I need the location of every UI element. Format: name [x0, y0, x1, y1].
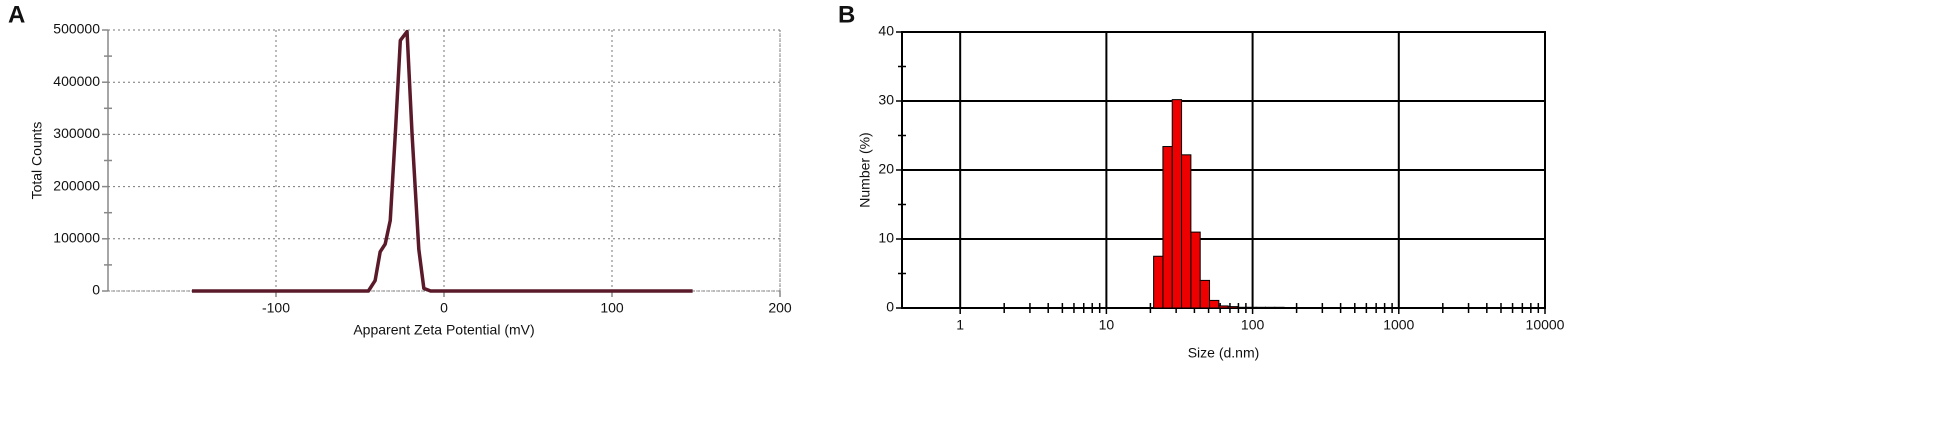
y-tick-label: 30	[878, 92, 894, 108]
histogram-bar	[1190, 231, 1201, 309]
y-tick-label: 10	[878, 230, 894, 246]
y-tick-label: 300000	[53, 125, 100, 141]
histogram-bar	[1236, 306, 1248, 309]
x-tick-label: 0	[440, 300, 448, 316]
data-line	[192, 29, 693, 293]
histogram-bar	[1153, 255, 1164, 309]
x-tick-label: 1000	[1383, 317, 1414, 333]
y-tick-label: 20	[878, 161, 894, 177]
y-tick-label: 40	[878, 23, 894, 39]
y-tick-label: 400000	[53, 73, 100, 89]
y-tick-label: 100000	[53, 230, 100, 246]
panel-label: A	[8, 1, 25, 28]
x-axis-title: Size (d.nm)	[1188, 345, 1260, 361]
x-tick-label: 10000	[1526, 317, 1565, 333]
histogram-bar	[1209, 299, 1220, 309]
x-tick-label: 100	[600, 300, 624, 316]
histogram-bar	[1246, 306, 1257, 309]
y-axis-title: Total Counts	[29, 122, 45, 200]
histogram-bar	[1274, 306, 1285, 309]
y-axis-title: Number (%)	[857, 132, 873, 207]
y-tick-label: 200000	[53, 177, 100, 193]
histogram-bar	[1264, 306, 1276, 309]
y-tick-label: 500000	[53, 21, 100, 37]
panel-label: B	[838, 1, 855, 28]
x-tick-label: 100	[1241, 317, 1265, 333]
histogram-bar	[1162, 146, 1173, 309]
y-tick-label: 0	[92, 282, 100, 298]
x-tick-label: 200	[768, 300, 792, 316]
y-tick-label: 0	[886, 299, 894, 315]
x-axis-title: Apparent Zeta Potential (mV)	[353, 322, 534, 338]
histogram-bar	[1171, 99, 1183, 309]
histogram-bar	[1255, 306, 1266, 309]
histogram-bar	[1199, 279, 1211, 309]
histogram-bar	[1227, 306, 1238, 309]
x-tick-label: 1	[956, 317, 964, 333]
x-tick-label: 10	[1099, 317, 1115, 333]
histogram-bar	[1181, 154, 1192, 309]
histogram-bar	[1218, 305, 1229, 309]
x-tick-label: -100	[262, 300, 290, 316]
